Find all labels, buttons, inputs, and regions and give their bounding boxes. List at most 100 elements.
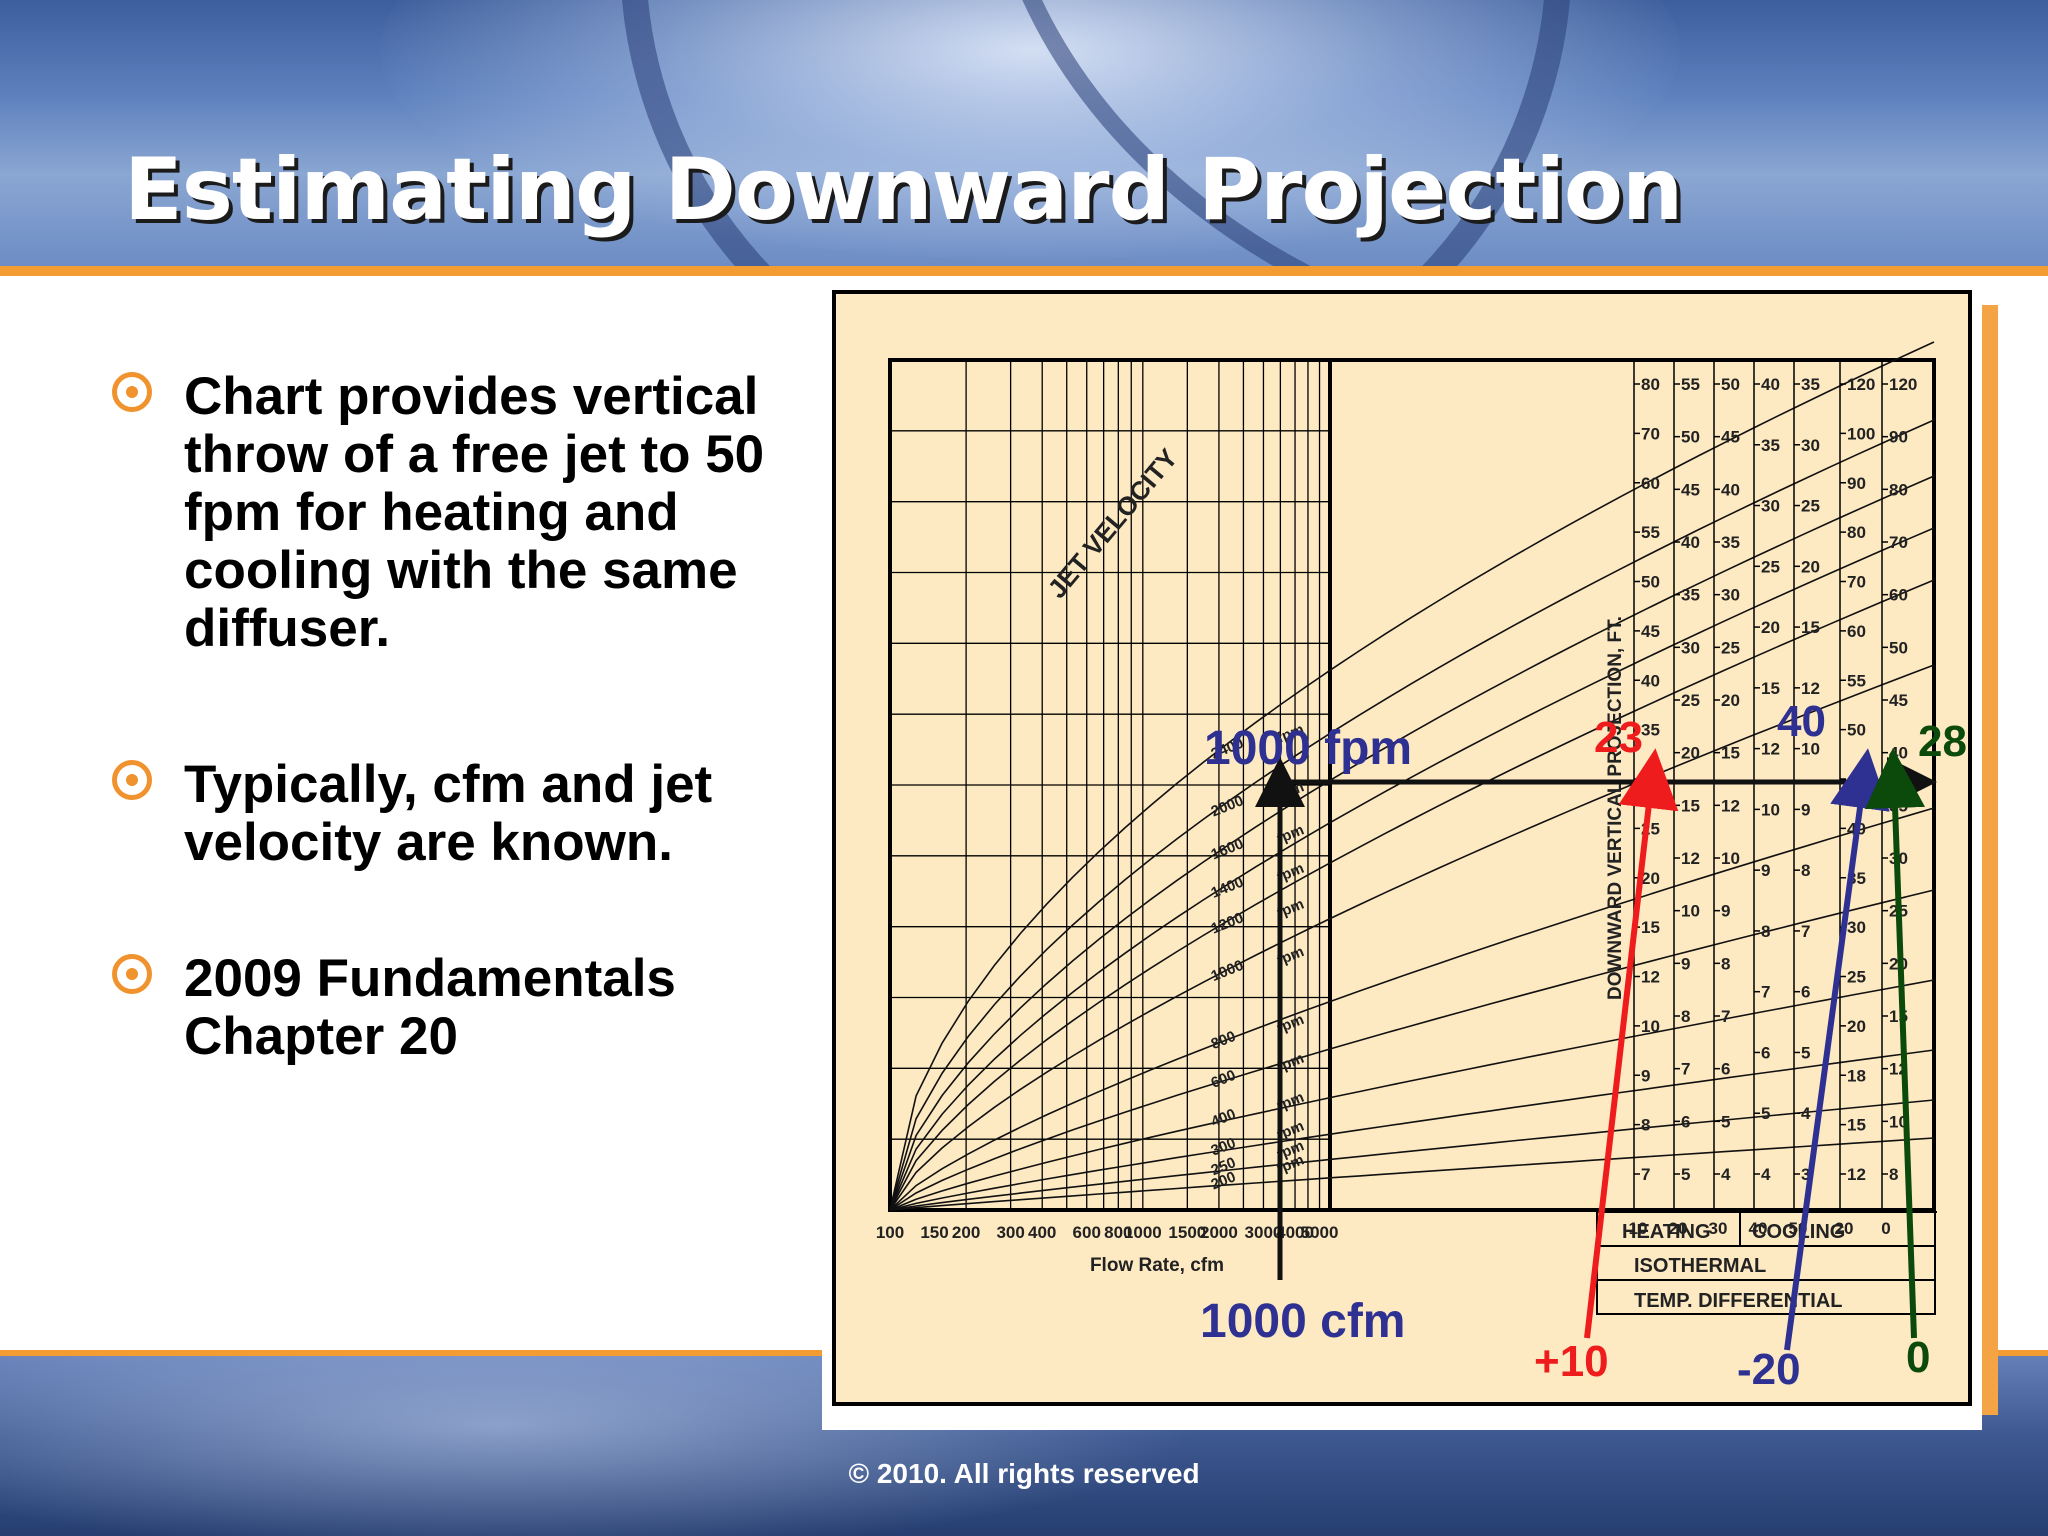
velocity-curve [889, 889, 1935, 1211]
scale-tick-label: 45 [1681, 480, 1700, 499]
scale-tick-label: 40 [1641, 671, 1660, 690]
heating-td-value: +10 [1534, 1337, 1609, 1386]
scale-tick-label: 12 [1761, 740, 1780, 759]
velocity-curve [889, 1137, 1935, 1211]
scale-tick-label: 7 [1641, 1165, 1650, 1184]
scale-tick-label: 15 [1761, 679, 1780, 698]
isothermal-arrow [1865, 748, 1926, 1339]
temperature-box: HEATING COOLING ISOTHERMAL TEMP. DIFFERE… [1596, 1211, 1937, 1315]
scale-tick-label: 9 [1761, 861, 1770, 880]
scale-tick-label: 9 [1721, 902, 1730, 921]
scale-tick-label: 7 [1801, 922, 1810, 941]
scale-tick-label: 20 [1847, 1017, 1866, 1036]
scale-tick-label: 25 [1681, 691, 1700, 710]
scale-tick-label: 8 [1641, 1116, 1650, 1135]
scale-tick-label: 80 [1847, 523, 1866, 542]
scale-tick-label: 4 [1721, 1165, 1731, 1184]
scale-tick-label: 9 [1641, 1066, 1650, 1085]
scale-tick-label: 45 [1721, 428, 1740, 447]
scale-tick-label: 12 [1721, 796, 1740, 815]
scale-tick-label: 70 [1889, 533, 1908, 552]
scale-tick-label: 40 [1761, 375, 1780, 394]
scale-tick-label: 7 [1721, 1007, 1730, 1026]
scale-tick-label: 40 [1889, 744, 1908, 763]
scale-tick-label: 35 [1721, 533, 1740, 552]
scale-tick-label: 9 [1681, 954, 1690, 973]
temperature-tick-label: 30 [1709, 1219, 1728, 1238]
temperature-tick-label: 10 [1629, 1219, 1648, 1238]
header-background [0, 0, 2048, 268]
x-tick-label: 400 [1028, 1223, 1056, 1242]
scale-tick-label: 5 [1801, 1043, 1810, 1062]
scale-tick-label: 30 [1721, 586, 1740, 605]
scale-tick-label: 55 [1681, 375, 1700, 394]
scale-tick-label: 10 [1801, 740, 1820, 759]
velocity-curve [889, 341, 1935, 1211]
scale-tick-label: 8 [1801, 861, 1810, 880]
scale-tick-label: 90 [1889, 428, 1908, 447]
bullet-circle-icon [112, 954, 152, 994]
scale-tick-label: 60 [1889, 586, 1908, 605]
scale-tick-label: 35 [1801, 375, 1820, 394]
x-tick-label: 100 [876, 1223, 904, 1242]
x-tick-label: 600 [1073, 1223, 1101, 1242]
flow-annotation: 1000 cfm [1200, 1295, 1405, 1348]
scale-tick-label: 8 [1761, 922, 1770, 941]
temperature-tick-label: 0 [1881, 1219, 1890, 1238]
scale-tick-label: 6 [1761, 1043, 1770, 1062]
x-tick-label: 3000 [1245, 1223, 1283, 1242]
scale-tick-label: 35 [1641, 721, 1660, 740]
bullet-list: Chart provides vertical throw of a free … [110, 368, 810, 1066]
scale-tick-label: 30 [1761, 497, 1780, 516]
x-tick-label: 1000 [1124, 1223, 1162, 1242]
scale-tick-label: 50 [1641, 573, 1660, 592]
scale-tick-label: 80 [1889, 480, 1908, 499]
x-tick-label: 1500 [1168, 1223, 1206, 1242]
x-tick-label: 2000 [1200, 1223, 1238, 1242]
velocity-curve [889, 475, 1935, 1211]
scale-tick-label: 50 [1681, 428, 1700, 447]
scale-tick-label: 12 [1641, 968, 1660, 987]
velocity-curve [889, 527, 1935, 1211]
scale-tick-label: 55 [1641, 523, 1660, 542]
bullet-text: Typically, cfm and jet velocity are know… [184, 755, 713, 872]
scale-tick-label: 15 [1721, 744, 1740, 763]
scale-tick-label: 20 [1681, 744, 1700, 763]
scale-tick-label: 70 [1847, 573, 1866, 592]
scale-tick-label: 8 [1681, 1007, 1690, 1026]
projection-axis-label: DOWNWARD VERTICAL PROJECTION, FT. [1605, 616, 1626, 1000]
velocity-curve [889, 664, 1935, 1211]
scale-tick-label: 6 [1801, 983, 1810, 1002]
scale-tick-label: 12 [1847, 1165, 1866, 1184]
heating-result-value: 23 [1594, 713, 1643, 762]
scale-tick-label: 5 [1681, 1165, 1690, 1184]
chart-frame: 2400 fpm 2000 fpm 1600 fpm 1400 fpm 1200 fpm 1000 f… [822, 280, 1982, 1430]
heating-arrow [1584, 748, 1679, 1339]
scale-tick-label: 25 [1847, 968, 1866, 987]
scale-tick-label: 50 [1847, 721, 1866, 740]
velocity-annotation: 1000 fpm [1204, 722, 1412, 775]
bullet-circle-icon [112, 760, 152, 800]
header-divider [0, 266, 2048, 276]
scale-tick-label: 12 [1801, 679, 1820, 698]
scale-tick-label: 25 [1721, 638, 1740, 657]
x-tick-label: 4000 [1276, 1223, 1314, 1242]
scale-tick-label: 30 [1847, 918, 1866, 937]
scale-tick-label: 6 [1721, 1060, 1730, 1079]
scale-tick-label: 20 [1721, 691, 1740, 710]
scale-tick-label: 15 [1801, 618, 1820, 637]
scale-tick-label: 15 [1847, 1116, 1866, 1135]
scale-tick-label: 90 [1847, 474, 1866, 493]
scale-tick-label: 4 [1761, 1165, 1771, 1184]
velocity-curve [889, 807, 1935, 1211]
scale-tick-label: 70 [1641, 424, 1660, 443]
scale-tick-label: 7 [1761, 983, 1770, 1002]
scale-tick-label: 60 [1641, 474, 1660, 493]
cooling-result-value: 40 [1777, 697, 1826, 746]
x-tick-label: 200 [952, 1223, 980, 1242]
scale-tick-label: 8 [1889, 1165, 1898, 1184]
cooling-arrow [1784, 748, 1890, 1351]
bullet-item: Chart provides vertical throw of a free … [110, 368, 810, 658]
velocity-curve [889, 1049, 1935, 1211]
x-axis-label: Flow Rate, cfm [1090, 1255, 1224, 1276]
